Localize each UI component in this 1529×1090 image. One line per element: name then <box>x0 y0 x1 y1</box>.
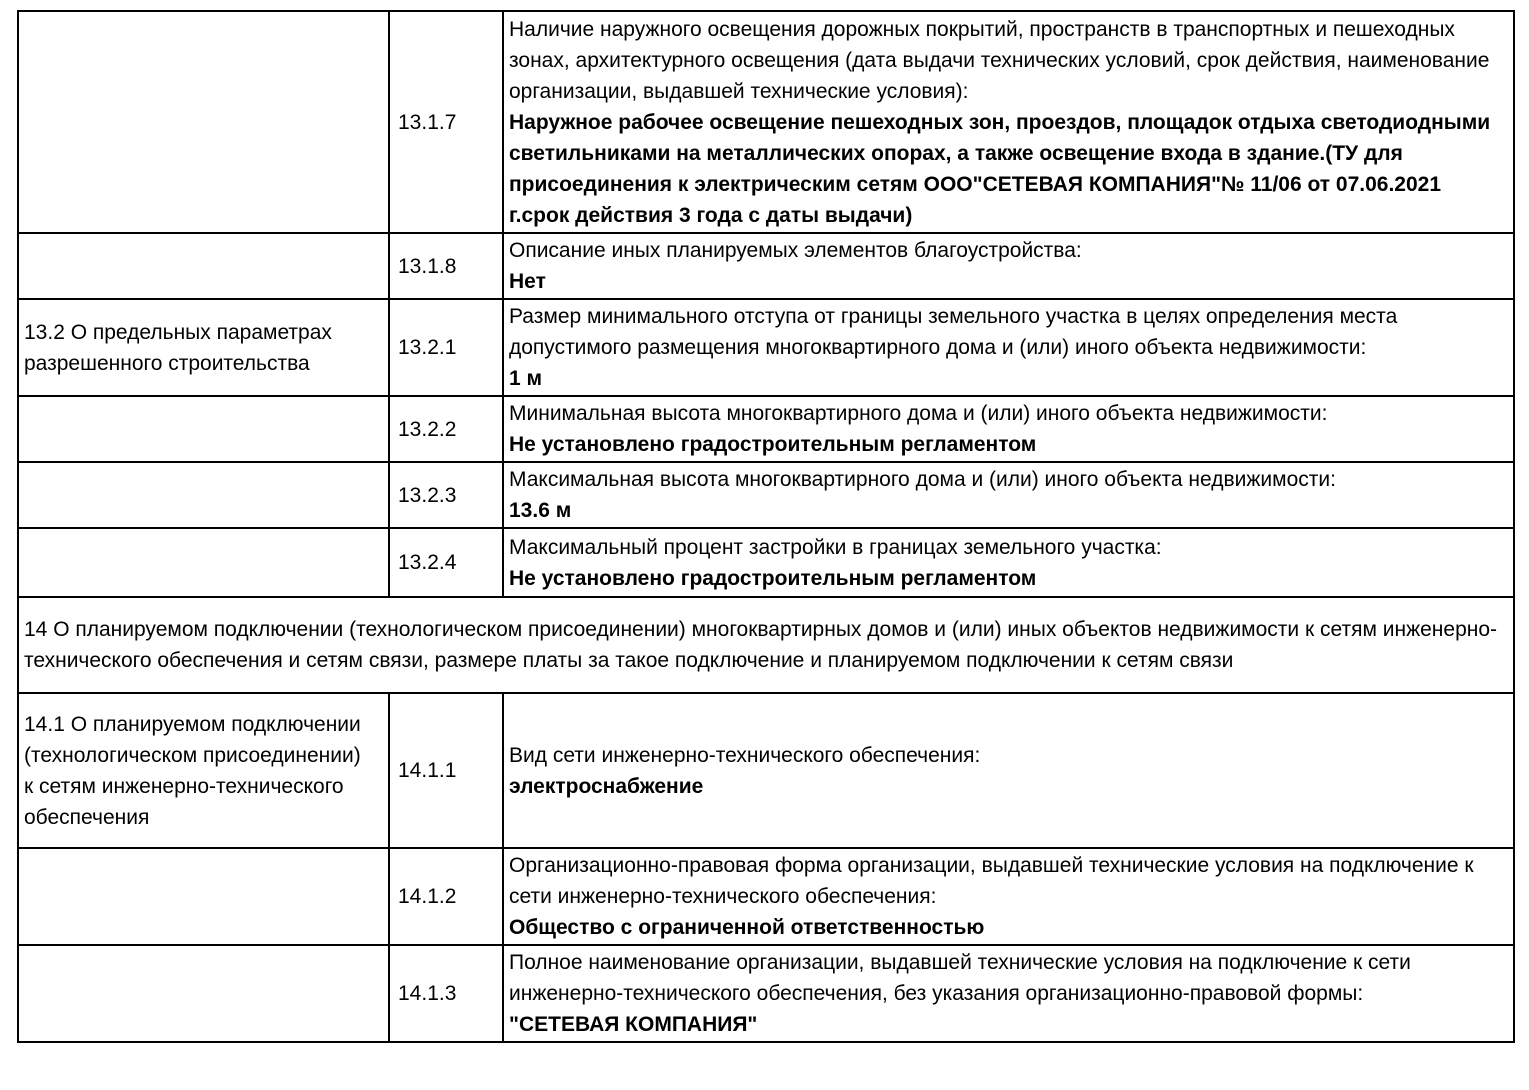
section-cell: 13.2 О предельных параметрах разрешенног… <box>17 298 390 397</box>
table-row: 14.1.3 Полное наименование организации, … <box>17 944 1515 1043</box>
question-text: Вид сети инженерно-технического обеспече… <box>509 743 981 767</box>
section-cell <box>17 232 390 300</box>
table-row: 13.2.2 Минимальная высота многоквартирно… <box>17 395 1515 463</box>
answer-text: Общество с ограниченной ответственностью <box>509 916 985 939</box>
table-row: 13.2.4 Максимальный процент застройки в … <box>17 527 1515 598</box>
question-text: Максимальный процент застройки в граница… <box>509 535 1162 559</box>
section-cell <box>17 527 390 598</box>
section-cell <box>17 847 390 946</box>
content-cell: Максимальная высота многоквартирного дом… <box>502 461 1515 529</box>
answer-text: Не установлено градостроительным регламе… <box>509 433 1037 456</box>
question-text: Наличие наружного освещения дорожных пок… <box>509 17 1490 103</box>
content-cell: Размер минимального отступа от границы з… <box>502 298 1515 397</box>
section-header-cell: 14 О планируемом подключении (технологич… <box>17 596 1515 694</box>
section-cell <box>17 461 390 529</box>
table-row: 13.1.7 Наличие наружного освещения дорож… <box>17 10 1515 234</box>
project-declaration-table: 13.1.7 Наличие наружного освещения дорож… <box>17 10 1515 1043</box>
section-cell: 14.1 О планируемом подключении (технолог… <box>17 692 390 849</box>
section-header-text: 14 О планируемом подключении (технологич… <box>24 618 1498 672</box>
question-text: Полное наименование организации, выдавше… <box>509 951 1411 1005</box>
content-cell: Максимальный процент застройки в граница… <box>502 527 1515 598</box>
answer-text: 13.6 м <box>509 499 572 522</box>
table-body: 13.1.7 Наличие наружного освещения дорож… <box>17 10 1515 1043</box>
content-cell: Вид сети инженерно-технического обеспече… <box>502 692 1515 849</box>
item-code-cell: 13.1.7 <box>388 10 504 234</box>
table-row: 13.2 О предельных параметрах разрешенног… <box>17 298 1515 397</box>
item-code-cell: 13.1.8 <box>388 232 504 300</box>
section-cell <box>17 944 390 1043</box>
content-cell: Организационно-правовая форма организаци… <box>502 847 1515 946</box>
item-code-cell: 14.1.1 <box>388 692 504 849</box>
answer-text: Наружное рабочее освещение пешеходных зо… <box>509 110 1491 227</box>
section-cell <box>17 10 390 234</box>
content-cell: Полное наименование организации, выдавше… <box>502 944 1515 1043</box>
question-text: Организационно-правовая форма организаци… <box>509 854 1474 908</box>
question-text: Описание иных планируемых элементов благ… <box>509 239 1082 262</box>
content-cell: Наличие наружного освещения дорожных пок… <box>502 10 1515 234</box>
table-row: 14.1.2 Организационно-правовая форма орг… <box>17 847 1515 946</box>
answer-text: Нет <box>509 270 546 293</box>
content-cell: Минимальная высота многоквартирного дома… <box>502 395 1515 463</box>
item-code-cell: 13.2.4 <box>388 527 504 598</box>
item-code-cell: 13.2.2 <box>388 395 504 463</box>
item-code-cell: 13.2.1 <box>388 298 504 397</box>
content-cell: Описание иных планируемых элементов благ… <box>502 232 1515 300</box>
table-row: 13.1.8 Описание иных планируемых элемент… <box>17 232 1515 300</box>
question-text: Размер минимального отступа от границы з… <box>509 305 1398 359</box>
item-code-cell: 13.2.3 <box>388 461 504 529</box>
item-code-cell: 14.1.2 <box>388 847 504 946</box>
question-text: Максимальная высота многоквартирного дом… <box>509 468 1336 491</box>
section-cell <box>17 395 390 463</box>
section-header-row: 14 О планируемом подключении (технологич… <box>17 596 1515 694</box>
item-code-cell: 14.1.3 <box>388 944 504 1043</box>
question-text: Минимальная высота многоквартирного дома… <box>509 402 1328 425</box>
answer-text: 1 м <box>509 367 543 390</box>
answer-text: электроснабжение <box>509 774 704 798</box>
answer-text: Не установлено градостроительным регламе… <box>509 566 1037 590</box>
answer-text: "СЕТЕВАЯ КОМПАНИЯ" <box>509 1013 758 1036</box>
table-row: 13.2.3 Максимальная высота многоквартирн… <box>17 461 1515 529</box>
table-row: 14.1 О планируемом подключении (технолог… <box>17 692 1515 849</box>
